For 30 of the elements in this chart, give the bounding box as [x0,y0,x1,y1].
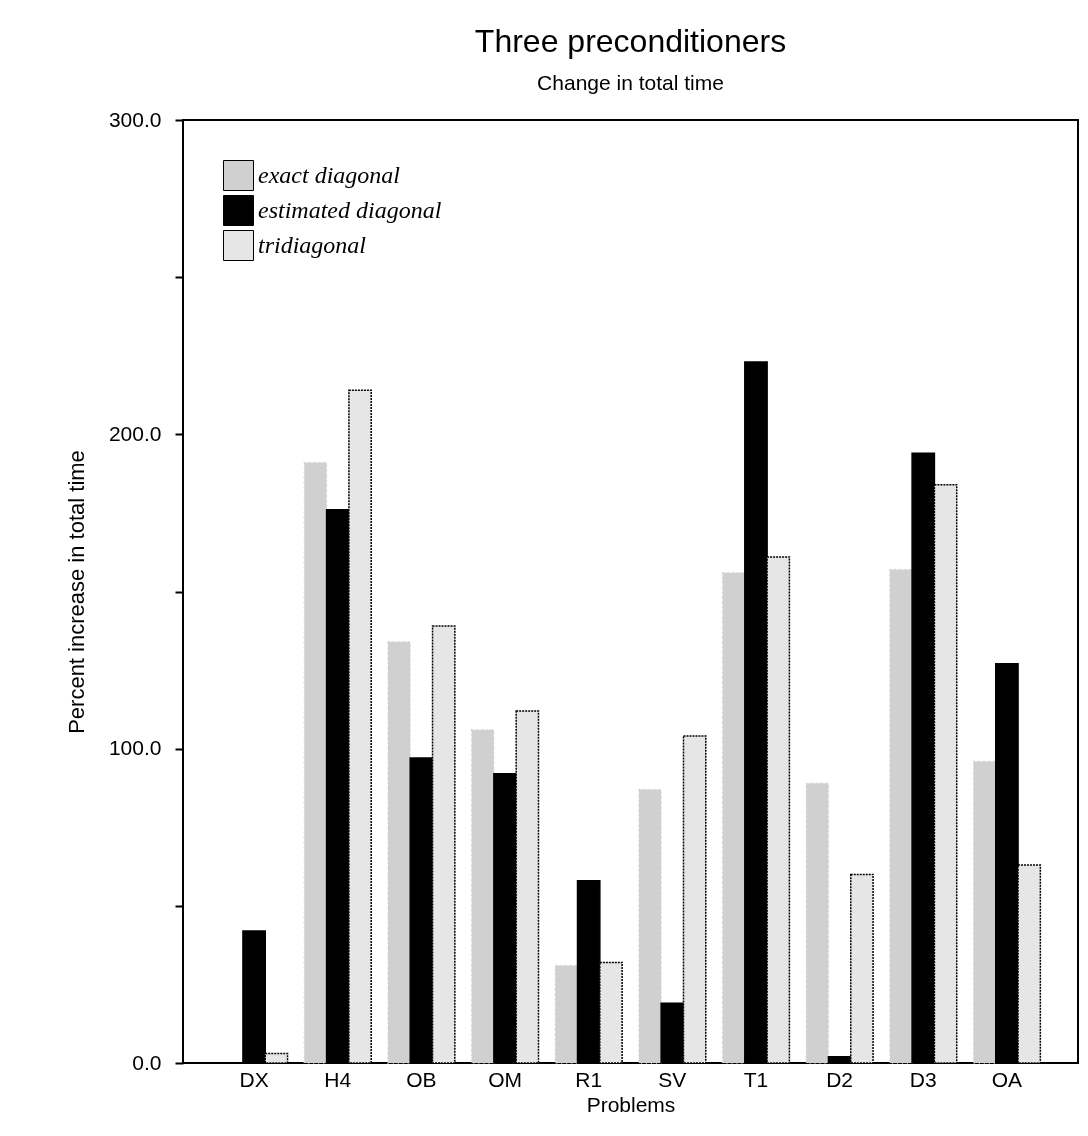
bar [972,760,997,1064]
y-tick-label: 300.0 [108,107,162,131]
x-tick-label: OA [991,1067,1023,1091]
bar [805,782,830,1064]
x-tick-label: H4 [324,1067,352,1091]
legend-label: tridiagonal [258,231,367,258]
x-tick-label: DX [239,1067,269,1091]
x-tick-label: OB [406,1067,437,1091]
chart-subtitle: Change in total time [537,71,724,94]
bar [889,568,913,1064]
x-tick-label: R1 [575,1067,603,1091]
bar [554,964,579,1064]
y-tick-label: 0.0 [132,1050,162,1074]
x-axis-title: Problems [586,1092,676,1116]
legend-label: exact diagonal [258,161,401,188]
x-tick-label: OM [488,1067,522,1091]
x-tick-label: SV [658,1067,687,1091]
x-tick-label: D3 [909,1067,937,1091]
x-tick-label: D2 [826,1067,854,1091]
y-tick-label: 100.0 [108,736,162,760]
y-tick-label: 200.0 [108,421,162,445]
bar [470,729,495,1064]
chart-title: Three preconditioners [474,23,787,59]
bar [638,788,662,1064]
y-axis-title: Percent increase in total time [63,450,89,734]
legend-label: estimated diagonal [258,196,442,223]
bar [721,571,746,1064]
bar [387,641,411,1064]
bar [303,461,328,1064]
x-tick-label: T1 [743,1067,769,1091]
